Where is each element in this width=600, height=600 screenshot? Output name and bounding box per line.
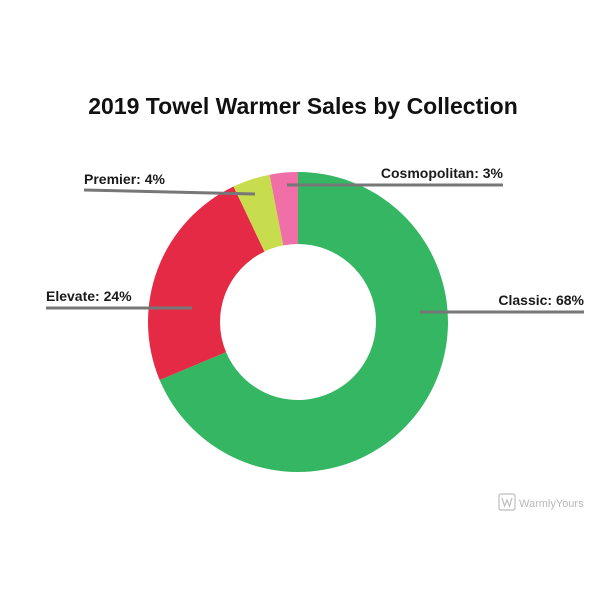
slice-classic xyxy=(159,172,448,472)
donut-slices xyxy=(148,172,448,472)
leader-line-premier xyxy=(83,188,256,196)
warmlyyours-logo-icon xyxy=(498,493,516,511)
label-premier: Premier: 4% xyxy=(84,171,165,187)
label-cosmopolitan: Cosmopolitan: 3% xyxy=(381,165,504,181)
label-classic: Classic: 68% xyxy=(498,292,584,308)
brand-name: WarmlyYours xyxy=(519,498,584,510)
slice-cosmopolitan xyxy=(269,172,298,246)
slice-elevate xyxy=(148,186,265,380)
label-elevate: Elevate: 24% xyxy=(46,288,132,304)
chart-title: 2019 Towel Warmer Sales by Collection xyxy=(88,93,518,119)
